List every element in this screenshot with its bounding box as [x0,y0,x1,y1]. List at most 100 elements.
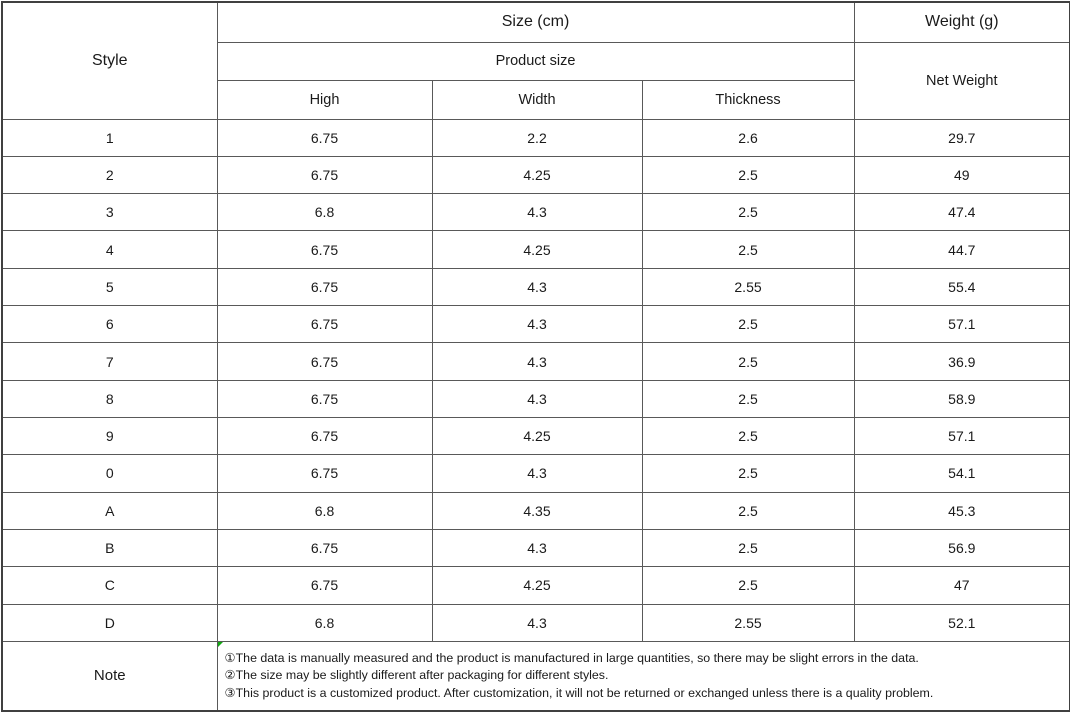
width-cell: 4.35 [431,491,643,530]
table-row: C 6.75 4.25 2.5 47 [1,566,1070,605]
header-row-1: Style Size (cm) Weight (g) [1,1,1070,120]
high-cell: 6.75 [216,528,433,568]
note-row: Note ①The data is manually measured and … [1,640,1070,712]
table-row: 1 6.75 2.2 2.6 29.7 [1,118,1070,157]
style-cell: C [1,566,218,605]
table-row: 6 6.75 4.3 2.5 57.1 [1,305,1070,344]
high-cell: 6.75 [216,454,433,493]
weight-cell: 44.7 [853,230,1070,269]
table-row: 2 6.75 4.25 2.5 49 [1,155,1070,195]
high-cell: 6.75 [216,267,433,307]
high-cell: 6.8 [216,491,433,530]
high-cell: 6.8 [216,603,433,642]
high-cell: 6.75 [216,379,433,419]
note-line-2: ②The size may be slightly different afte… [224,668,609,683]
table-row: 0 6.75 4.3 2.5 54.1 [1,454,1070,493]
header-row-2: Product size Net Weight [2,41,1070,120]
weight-cell: 56.9 [853,528,1070,568]
thickness-cell: 2.5 [641,379,855,419]
table-row: 9 6.75 4.25 2.5 57.1 [1,416,1070,456]
high-cell: 6.75 [216,416,433,456]
header-net-weight: Net Weight [853,41,1070,120]
weight-cell: 54.1 [853,454,1070,493]
weight-cell: 45.3 [853,491,1070,530]
thickness-cell: 2.5 [641,155,855,195]
width-cell: 4.3 [431,528,643,568]
thickness-cell: 2.5 [641,193,855,232]
header-row-3: High Width Thickness [2,79,1070,120]
table-row: 8 6.75 4.3 2.5 58.9 [1,379,1070,419]
high-cell: 6.75 [216,342,433,381]
weight-cell: 55.4 [853,267,1070,307]
weight-cell: 57.1 [853,416,1070,456]
header-weight-g: Weight (g) [853,1,1070,43]
weight-cell: 29.7 [853,118,1070,157]
thickness-cell: 2.5 [641,528,855,568]
width-cell: 4.3 [431,342,643,381]
weight-cell: 49 [853,155,1070,195]
thickness-cell: 2.5 [641,230,855,269]
thickness-cell: 2.5 [641,342,855,381]
weight-cell: 57.1 [853,305,1070,344]
style-cell: A [1,491,218,530]
thickness-cell: 2.5 [641,416,855,456]
thickness-cell: 2.5 [641,454,855,493]
style-cell: 7 [1,342,218,381]
width-cell: 2.2 [431,118,643,157]
high-cell: 6.75 [216,566,433,605]
style-cell: 4 [1,230,218,269]
note-line-3: ③This product is a customized product. A… [224,685,934,700]
header-thickness: Thickness [641,79,855,120]
weight-cell: 52.1 [853,603,1070,642]
weight-cell: 36.9 [853,342,1070,381]
thickness-cell: 2.5 [641,305,855,344]
note-line-1: ①The data is manually measured and the p… [224,650,919,665]
table-row: B 6.75 4.3 2.5 56.9 [1,528,1070,568]
style-cell: 3 [1,193,218,232]
header-style: Style [1,1,218,120]
note-cell: ①The data is manually measured and the p… [216,640,1070,712]
header-width: Width [431,79,643,120]
header-size-cm: Size (cm) [216,1,855,43]
weight-cell: 47.4 [853,193,1070,232]
excel-error-indicator-icon [218,642,223,647]
width-cell: 4.3 [431,267,643,307]
weight-cell: 47 [853,566,1070,605]
style-cell: 9 [1,416,218,456]
width-cell: 4.3 [431,193,643,232]
header-product-size: Product size [216,41,855,81]
high-cell: 6.75 [216,118,433,157]
style-cell: 6 [1,305,218,344]
width-cell: 4.3 [431,379,643,419]
high-cell: 6.75 [216,305,433,344]
thickness-cell: 2.6 [641,118,855,157]
style-cell: 8 [1,379,218,419]
high-cell: 6.75 [216,230,433,269]
thickness-cell: 2.5 [641,491,855,530]
high-cell: 6.75 [216,155,433,195]
high-cell: 6.8 [216,193,433,232]
width-cell: 4.3 [431,603,643,642]
style-cell: 5 [1,267,218,307]
width-cell: 4.25 [431,566,643,605]
table-row: 3 6.8 4.3 2.5 47.4 [1,193,1070,232]
table-row: A 6.8 4.35 2.5 45.3 [1,491,1070,530]
style-cell: 0 [1,454,218,493]
thickness-cell: 2.55 [641,267,855,307]
weight-cell: 58.9 [853,379,1070,419]
style-cell: D [1,603,218,642]
table-row: D 6.8 4.3 2.55 52.1 [1,603,1070,642]
width-cell: 4.25 [431,155,643,195]
thickness-cell: 2.5 [641,566,855,605]
table-row: 4 6.75 4.25 2.5 44.7 [1,230,1070,269]
style-cell: B [1,528,218,568]
width-cell: 4.25 [431,416,643,456]
width-cell: 4.25 [431,230,643,269]
table-row: 5 6.75 4.3 2.55 55.4 [1,267,1070,307]
width-cell: 4.3 [431,454,643,493]
width-cell: 4.3 [431,305,643,344]
header-high: High [216,79,433,120]
style-cell: 2 [1,155,218,195]
